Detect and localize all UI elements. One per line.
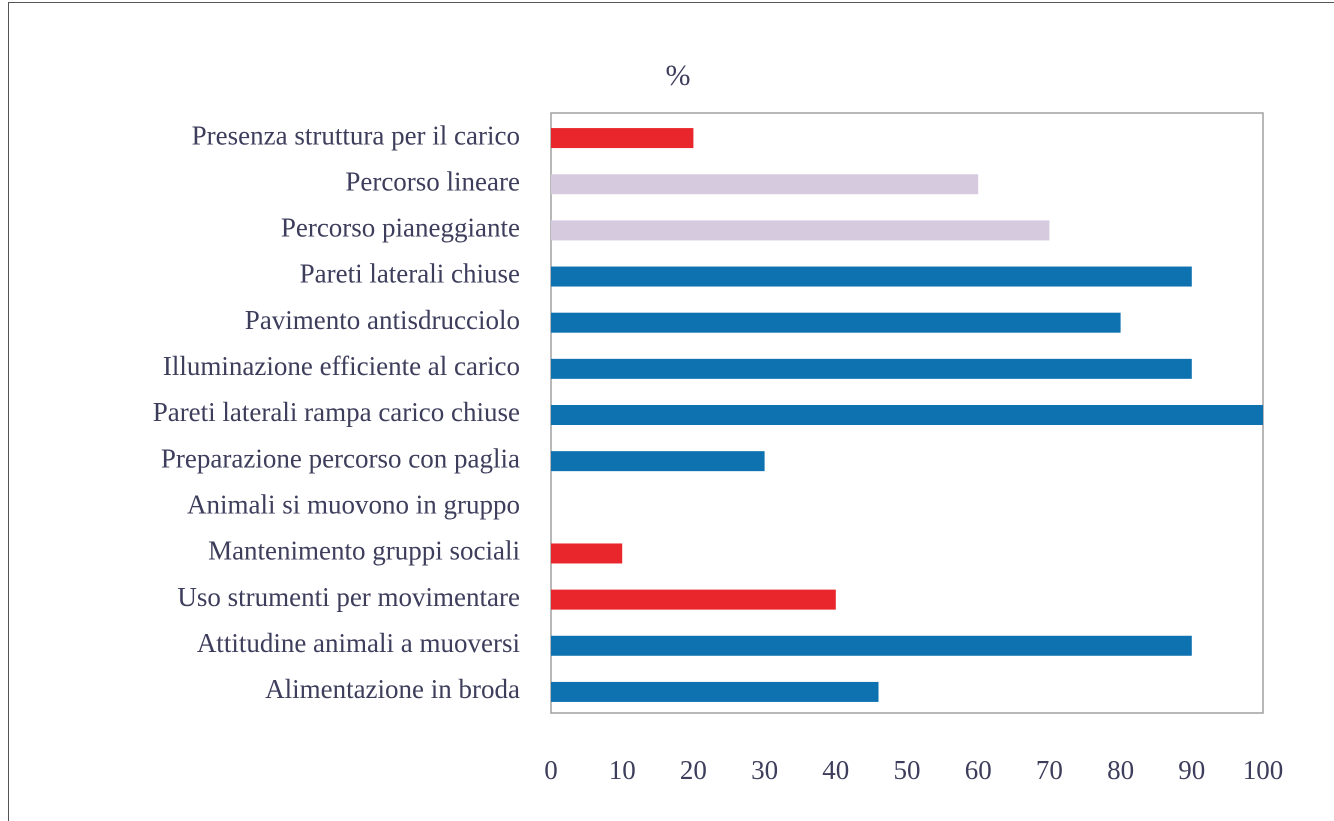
x-tick-label: 80 [1107,755,1134,785]
bar [551,128,694,149]
bar [551,174,979,195]
x-tick-label: 0 [544,755,558,785]
y-tick-label: Pareti laterali rampa carico chiuse [153,397,520,427]
y-tick-label: Uso strumenti per movimentare [177,582,520,612]
bar [551,635,1192,656]
y-tick-label: Attitudine animali a muoversi [197,628,520,658]
y-tick-label: Mantenimento gruppi sociali [208,536,520,566]
bar [551,220,1050,241]
y-tick-label: Percorso lineare [345,166,520,196]
axis-title: % [666,59,691,92]
y-tick-label: Pareti laterali chiuse [300,259,520,289]
x-tick-label: 70 [1036,755,1063,785]
x-tick-label: 20 [680,755,707,785]
bar [551,405,1263,425]
y-tick-label: Preparazione percorso con paglia [161,443,520,473]
bar [551,266,1192,287]
bar [551,543,623,564]
y-tick-label: Alimentazione in broda [265,674,520,704]
bar [551,451,765,472]
x-tick-label: 60 [965,755,992,785]
bar [551,681,879,702]
x-tick-label: 50 [894,755,921,785]
frame [8,2,1334,821]
y-tick-label: Pavimento antisdrucciolo [245,305,520,335]
y-tick-label: Animali si muovono in gruppo [187,490,520,520]
y-tick-label: Percorso pianeggiante [281,213,520,243]
y-tick-label: Presenza struttura per il carico [192,120,520,150]
y-tick-label: Illuminazione efficiente al carico [163,351,520,381]
bar [551,312,1121,333]
bar [551,358,1192,379]
x-tick-label: 90 [1178,755,1205,785]
x-tick-label: 100 [1243,755,1284,785]
bar [551,589,836,610]
x-tick-label: 10 [609,755,636,785]
x-tick-label: 30 [751,755,778,785]
x-tick-label: 40 [822,755,849,785]
